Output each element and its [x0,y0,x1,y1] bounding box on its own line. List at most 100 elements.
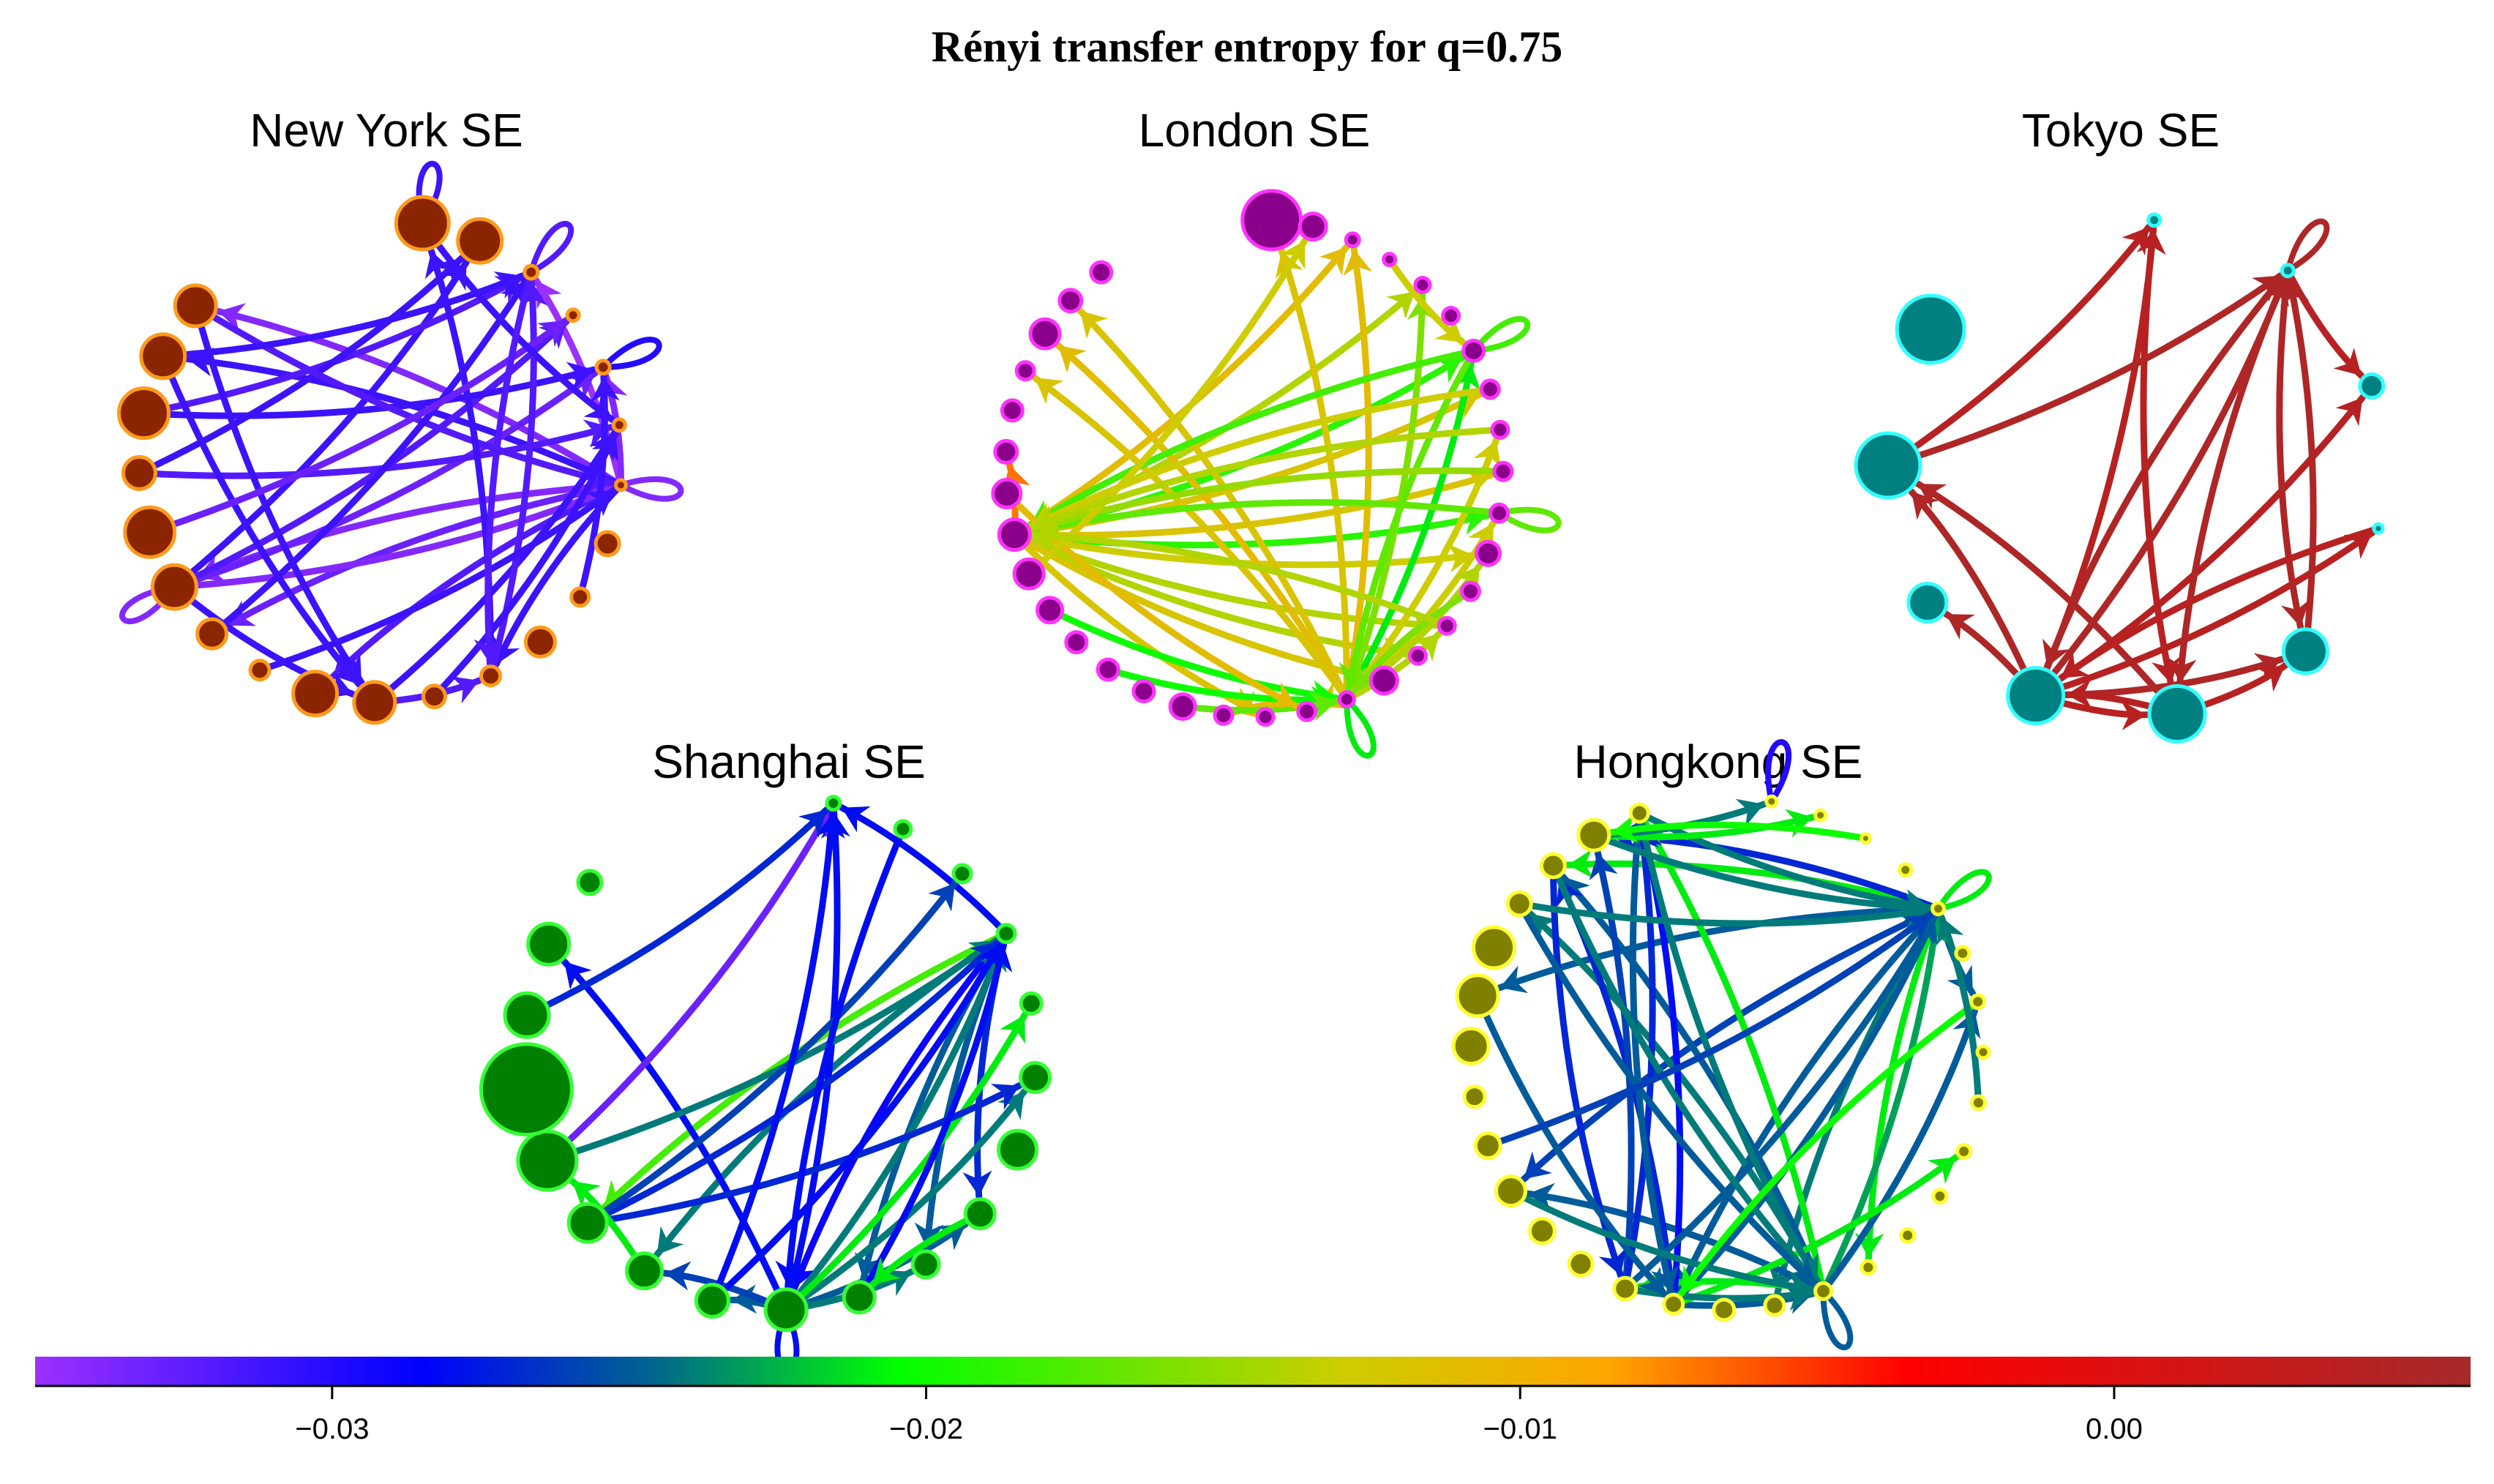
edge-arrowhead [937,1223,966,1251]
node [951,863,973,885]
edge [2032,529,2376,700]
edge-arrowhead [1079,310,1108,339]
node [2006,666,2066,726]
edge-arrowhead [473,637,503,664]
edge-arrowhead [990,1084,1020,1110]
edge-arrowhead [1434,315,1464,343]
self-loop [1344,697,1377,759]
edge [1011,531,1411,658]
edge [1046,607,1340,702]
figure-title: Rényi transfer entropy for q=0.75 [932,23,1562,71]
edge [171,484,617,591]
edge-arrowhead [1952,1011,1981,1039]
edge-arrowhead [2280,279,2310,307]
node [997,1128,1038,1171]
edge-arrowhead [332,656,359,685]
colorbar-tick-label: −0.01 [1483,1413,1557,1445]
edge-arrowhead [854,1251,883,1280]
edge-arrowhead [450,676,479,704]
edge [1549,862,1820,1286]
edge-arrowhead [500,280,526,310]
panel-title-hongkong: Hongkong SE [1574,735,1863,788]
edge-arrowhead [975,943,1001,973]
node [1014,360,1036,382]
edge-arrowhead [1386,291,1415,319]
edge [782,1011,1028,1314]
node [1131,679,1156,704]
edge-arrowhead [798,809,827,838]
edge [1629,809,1674,1296]
edge-arrowhead [1638,1266,1666,1295]
node [1344,231,1361,249]
self-loop [601,337,662,370]
edge [192,302,365,686]
self-loop [1820,1289,1854,1351]
edge-arrowhead [493,271,523,299]
node [1975,1044,1991,1060]
node [1813,1281,1833,1301]
edge [1865,905,1941,1262]
node [1451,1027,1491,1065]
panel-title-tokyo: Tokyo SE [2022,104,2220,157]
edge-arrowhead [2042,638,2070,667]
node [1475,539,1502,567]
node [1494,1174,1527,1208]
self-loop [528,220,574,275]
edge-arrowhead [1903,899,1930,929]
edge [1029,499,1502,535]
edge [1670,913,1938,1308]
edge [784,825,907,1290]
node [2358,372,2386,400]
node [1462,1084,1487,1109]
edge [1025,237,1308,577]
node [1712,1297,1737,1322]
node [456,217,504,265]
node [611,417,627,433]
edge-arrowhead [1411,633,1439,662]
edge [2057,525,2382,681]
edge-arrowhead [1947,964,1973,994]
edge [1027,386,1494,531]
edges [523,804,1028,1374]
node [1297,211,1328,242]
edge [192,302,617,487]
edge-arrowhead [537,320,566,348]
node [526,921,572,967]
node [2372,522,2385,535]
edge-arrowhead [1917,484,1947,510]
self-loop [2285,218,2330,274]
edge-arrowhead [656,1226,684,1255]
edge-arrowhead [323,671,353,700]
node [963,1197,997,1231]
edge-arrowhead [564,961,592,990]
node [123,505,177,559]
node [503,991,551,1039]
node [1479,378,1501,400]
node [1860,1259,1877,1276]
edge-arrowhead [583,393,613,420]
edge-arrowhead [842,806,871,833]
edge [171,370,599,591]
edge [1914,480,2181,717]
edge-arrowhead [536,280,562,310]
colorbar-tick-label: −0.03 [295,1413,369,1445]
node [394,195,451,252]
edge [584,1082,1023,1226]
edge-arrowhead [1785,809,1813,838]
network-graph-shanghai [479,795,1052,1374]
node [995,923,1017,945]
panel-hongkong: Hongkong SE [1451,735,1992,1351]
edge-arrowhead [2152,656,2181,684]
node [1019,991,1044,1016]
edge-arrowhead [1735,798,1764,827]
edge-arrowhead [928,882,956,912]
edge [1675,905,1941,1297]
node [516,1129,579,1192]
node [1057,288,1084,314]
edge-arrowhead [1680,1265,1708,1294]
edge-arrowhead [1031,505,1060,533]
node [1473,1131,1502,1161]
node [566,1202,609,1244]
edge [600,930,1010,1211]
edge [1508,1188,1816,1293]
